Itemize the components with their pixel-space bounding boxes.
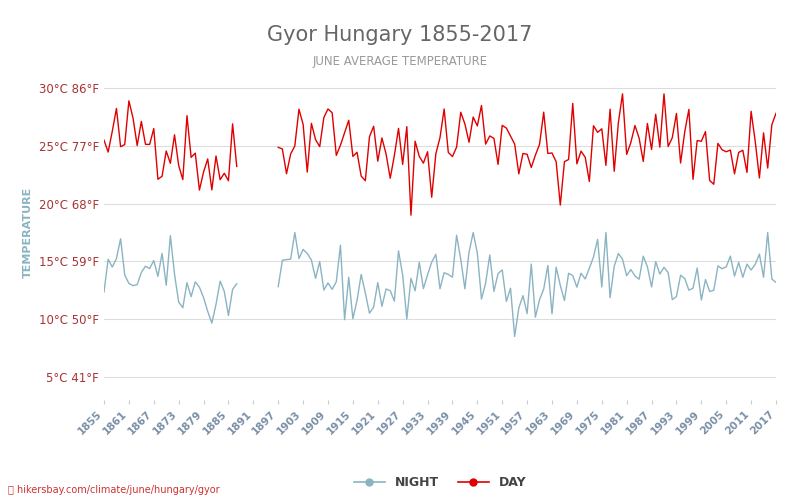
- Legend: NIGHT, DAY: NIGHT, DAY: [349, 471, 531, 494]
- Text: Gyor Hungary 1855-2017: Gyor Hungary 1855-2017: [267, 25, 533, 45]
- Y-axis label: TEMPERATURE: TEMPERATURE: [23, 187, 34, 278]
- Text: JUNE AVERAGE TEMPERATURE: JUNE AVERAGE TEMPERATURE: [313, 55, 487, 68]
- Text: 🌐 hikersbay.com/climate/june/hungary/gyor: 🌐 hikersbay.com/climate/june/hungary/gyo…: [8, 485, 220, 495]
